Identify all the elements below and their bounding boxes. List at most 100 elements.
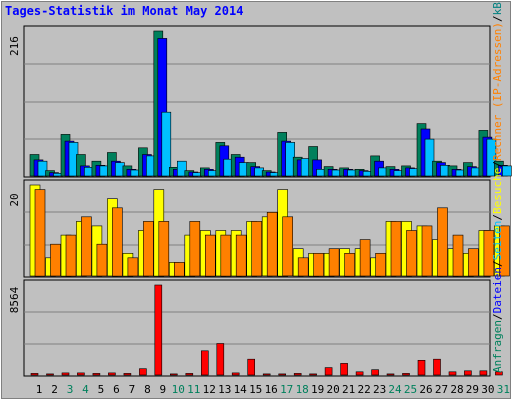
- bar-kbf-day-4: [77, 372, 85, 376]
- bar-rechneripadressen-day-2: [50, 243, 61, 277]
- bar-kbf-day-29: [464, 370, 472, 376]
- chart-panel-1: 216: [8, 25, 512, 178]
- bar-rechneripadressen-day-12: [205, 234, 216, 277]
- bar-rechneripadressen-day-27: [437, 207, 448, 277]
- x-tick-label-day-13: 13: [218, 383, 231, 396]
- bar-rechneripadressen-day-17: [282, 216, 294, 277]
- bar-kbf-day-28: [448, 371, 457, 376]
- x-tick-label-day-3: 3: [67, 383, 74, 396]
- bar-kbf-day-27: [433, 358, 441, 376]
- x-tick-label-day-2: 2: [51, 383, 58, 396]
- x-tick-label-day-5: 5: [98, 383, 105, 396]
- x-tick-label-day-20: 20: [326, 383, 339, 396]
- bar-seiten-day-31: [502, 165, 512, 177]
- chart-title: Tages-Statistik im Monat May 2014: [5, 4, 244, 18]
- legend-entry: Dateien: [491, 267, 504, 313]
- y-max-label: 20: [8, 193, 21, 206]
- bar-rechneripadressen-day-20: [328, 248, 340, 277]
- y-max-label: 8564: [8, 286, 21, 313]
- x-tick-label-day-6: 6: [113, 383, 120, 396]
- x-tick-label-day-11: 11: [187, 383, 200, 396]
- bar-seiten-day-9: [161, 111, 172, 177]
- bar-kbf-day-10: [170, 373, 178, 376]
- x-tick-label-day-23: 23: [373, 383, 386, 396]
- x-tick-label-day-8: 8: [144, 383, 151, 396]
- bar-kbf-day-11: [185, 373, 194, 376]
- bar-rechneripadressen-day-4: [81, 216, 92, 277]
- x-tick-label-day-28: 28: [450, 383, 463, 396]
- bar-kbf-day-6: [108, 372, 116, 376]
- bar-rechneripadressen-day-26: [421, 225, 433, 277]
- bar-kbf-day-14: [231, 372, 240, 376]
- bar-rechneripadressen-day-31: [499, 225, 510, 277]
- x-tick-label-day-14: 14: [234, 383, 248, 396]
- bar-kbf-day-18: [293, 373, 302, 376]
- bar-rechneripadressen-day-19: [313, 253, 324, 277]
- x-tick-label-day-1: 1: [36, 383, 43, 396]
- bar-rechneripadressen-day-23: [375, 253, 386, 277]
- bar-rechneripadressen-day-9: [158, 221, 170, 277]
- bar-rechneripadressen-day-25: [406, 230, 417, 277]
- x-tick-label-day-12: 12: [203, 383, 216, 396]
- right-legend: Anfragen/Dateien/Seiten/Besuche/Rechner …: [491, 0, 504, 373]
- bar-kbf-day-15: [247, 358, 255, 376]
- x-tick-label-day-10: 10: [172, 383, 185, 396]
- bar-kbf-day-13: [216, 343, 225, 376]
- legend-entry: Besuche: [491, 168, 504, 214]
- bar-rechneripadressen-day-5: [96, 243, 108, 277]
- bar-kbf-day-22: [355, 371, 364, 376]
- x-tick-label-day-27: 27: [435, 383, 448, 396]
- bar-rechneripadressen-day-29: [468, 248, 479, 277]
- bar-seiten-day-1: [37, 160, 48, 177]
- bar-kbf-day-23: [371, 369, 379, 376]
- bar-kbf-day-25: [402, 373, 410, 376]
- bar-kbf-day-24: [386, 373, 395, 376]
- bar-kbf-day-3: [61, 372, 70, 376]
- bar-kbf-day-20: [324, 367, 333, 376]
- legend-entry: kB Out: [491, 0, 504, 15]
- bar-kbf-day-9: [154, 284, 163, 376]
- x-tick-label-day-4: 4: [82, 383, 89, 396]
- bar-rechneripadressen-day-1: [34, 189, 46, 277]
- bar-kbf-day-12: [201, 350, 209, 376]
- x-tick-label-day-7: 7: [129, 383, 136, 396]
- x-tick-label-day-30: 30: [481, 383, 494, 396]
- legend-entry: /: [491, 15, 504, 22]
- bar-kbf-day-1: [30, 373, 39, 376]
- bar-kbf-day-19: [309, 373, 317, 376]
- legend-entry: /: [491, 214, 504, 221]
- bar-kbf-day-8: [139, 368, 147, 376]
- bar-rechneripadressen-day-7: [127, 257, 139, 277]
- bar-seiten-day-30: [486, 138, 497, 177]
- bar-rechneripadressen-day-21: [344, 253, 355, 277]
- chart-panel-3: 8564: [8, 279, 503, 377]
- bar-rechneripadressen-day-14: [235, 234, 247, 277]
- x-tick-label-day-15: 15: [249, 383, 262, 396]
- x-tick-label-day-18: 18: [296, 383, 309, 396]
- x-tick-label-day-16: 16: [265, 383, 278, 396]
- bar-rechneripadressen-day-30: [483, 230, 495, 277]
- bar-kbf-day-5: [92, 373, 101, 376]
- x-tick-label-day-21: 21: [342, 383, 355, 396]
- bar-rechneripadressen-day-15: [251, 221, 262, 277]
- bar-kbf-day-21: [340, 363, 348, 376]
- x-tick-label-day-22: 22: [357, 383, 370, 396]
- bar-rechneripadressen-day-24: [390, 221, 402, 277]
- legend-entry: Rechner (IP-Adressen): [491, 22, 504, 161]
- bar-kbf-day-31: [495, 371, 503, 376]
- bar-rechneripadressen-day-16: [266, 212, 278, 277]
- legend-entry: /: [491, 260, 504, 267]
- bar-kbf-day-7: [123, 373, 132, 376]
- y-max-label: 216: [8, 36, 21, 56]
- bar-rechneripadressen-day-8: [143, 221, 154, 277]
- bar-rechneripadressen-day-22: [359, 239, 371, 277]
- legend-entry: Seiten: [491, 221, 504, 261]
- bar-kbf-day-2: [46, 373, 54, 376]
- x-tick-label-day-24: 24: [388, 383, 402, 396]
- bar-rechneripadressen-day-11: [189, 221, 201, 277]
- plot-area: [23, 279, 491, 377]
- legend-entry: /: [491, 313, 504, 320]
- bar-rechneripadressen-day-28: [452, 234, 464, 277]
